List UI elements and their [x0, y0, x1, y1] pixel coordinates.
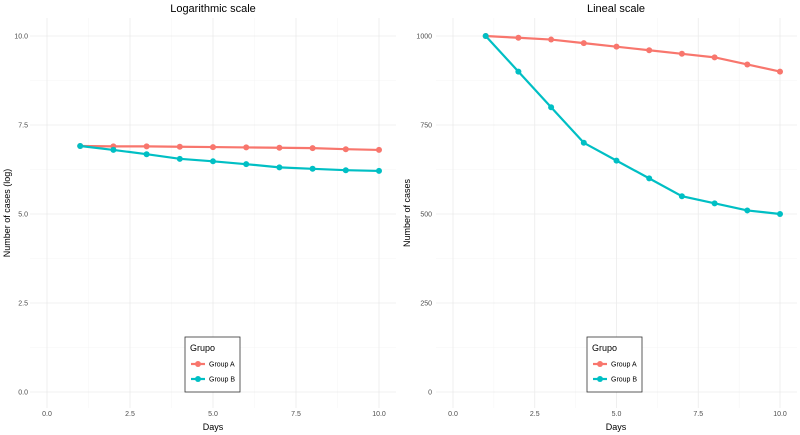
- y-tick-label: 2.5: [18, 301, 28, 308]
- data-point: [678, 193, 685, 200]
- x-tick-label: 0.0: [42, 411, 52, 418]
- legend-key-point: [597, 376, 603, 382]
- x-tick-label: 2.5: [125, 411, 135, 418]
- data-point: [342, 146, 349, 153]
- data-point: [243, 161, 250, 168]
- data-point: [376, 167, 382, 174]
- legend-label: Group A: [209, 362, 235, 369]
- series-line-group-a: [485, 34, 781, 73]
- x-tick-label: 0.0: [448, 411, 458, 418]
- legend-key-point: [195, 361, 201, 367]
- x-tick-label: 7.5: [693, 411, 703, 418]
- data-point: [613, 157, 620, 164]
- legend-label: Group A: [611, 362, 637, 369]
- data-point: [309, 145, 316, 152]
- y-tick-label: 250: [420, 301, 432, 308]
- panel-linear: 0.0 2.5 5.0 7.5 10.0 0 250 500 750 1000 Lineal sca…: [402, 3, 797, 432]
- data-point: [548, 104, 555, 111]
- chart-title: Logarithmic scale: [170, 3, 256, 15]
- x-axis-label: Days: [203, 422, 224, 432]
- data-point: [276, 164, 283, 171]
- legend-key-point: [195, 376, 201, 382]
- data-point: [711, 200, 718, 207]
- legend: Grupo Group A Group B: [586, 336, 643, 393]
- data-point: [77, 143, 84, 150]
- x-tick-label: 7.5: [291, 411, 301, 418]
- data-point: [176, 155, 183, 162]
- legend: Grupo Group A Group B: [184, 336, 241, 393]
- data-point: [580, 139, 587, 146]
- data-point: [744, 61, 751, 68]
- y-tick-label: 10.0: [14, 34, 28, 41]
- y-tick-label: 0.0: [18, 390, 28, 397]
- data-point: [176, 143, 183, 150]
- data-point: [276, 144, 283, 151]
- data-point: [580, 40, 587, 47]
- data-point: [777, 68, 783, 75]
- data-point: [143, 151, 150, 158]
- legend-label: Group B: [611, 377, 637, 384]
- data-point: [210, 144, 216, 151]
- series-line-group-b: [80, 144, 380, 173]
- data-point: [110, 146, 117, 153]
- legend-title: Grupo: [592, 343, 617, 353]
- data-point: [342, 167, 349, 174]
- data-point: [548, 36, 555, 43]
- series-line-group-b: [484, 35, 781, 216]
- chart-title: Lineal scale: [587, 3, 645, 15]
- data-point: [777, 211, 783, 217]
- legend-key-point: [597, 361, 603, 367]
- data-point: [143, 143, 150, 150]
- data-point: [210, 158, 216, 165]
- data-point: [646, 175, 653, 182]
- data-point: [515, 68, 522, 75]
- data-point: [309, 165, 316, 172]
- data-point: [744, 207, 751, 214]
- panel-log: 0.0 2.5 5.0 7.5 10.0 0.0 2.5 5.0 7.5 10.0 Logarith…: [2, 3, 396, 432]
- legend-title: Grupo: [190, 343, 215, 353]
- data-point: [678, 50, 685, 57]
- y-tick-label: 750: [420, 123, 432, 130]
- x-axis-label: Days: [606, 422, 627, 432]
- x-tick-label: 10.0: [372, 411, 386, 418]
- data-point: [482, 33, 489, 39]
- y-tick-label: 5.0: [18, 212, 28, 219]
- x-tick-label: 5.0: [612, 411, 622, 418]
- y-axis-label: Number of cases (log): [2, 169, 12, 258]
- legend-label: Group B: [209, 377, 235, 384]
- x-tick-label: 5.0: [208, 411, 218, 418]
- y-tick-label: 0: [428, 390, 432, 397]
- x-tick-label: 10.0: [773, 411, 787, 418]
- y-tick-label: 500: [420, 212, 432, 219]
- y-tick-label: 7.5: [18, 123, 28, 130]
- x-tick-label: 2.5: [530, 411, 540, 418]
- data-point: [376, 146, 382, 153]
- data-point: [613, 43, 620, 50]
- data-point: [646, 47, 653, 54]
- series-line-group-a: [80, 144, 380, 152]
- data-point: [711, 54, 718, 61]
- y-tick-label: 1000: [416, 34, 432, 41]
- data-point: [243, 144, 250, 151]
- y-axis-label: Number of cases: [402, 178, 412, 247]
- data-point: [515, 34, 522, 41]
